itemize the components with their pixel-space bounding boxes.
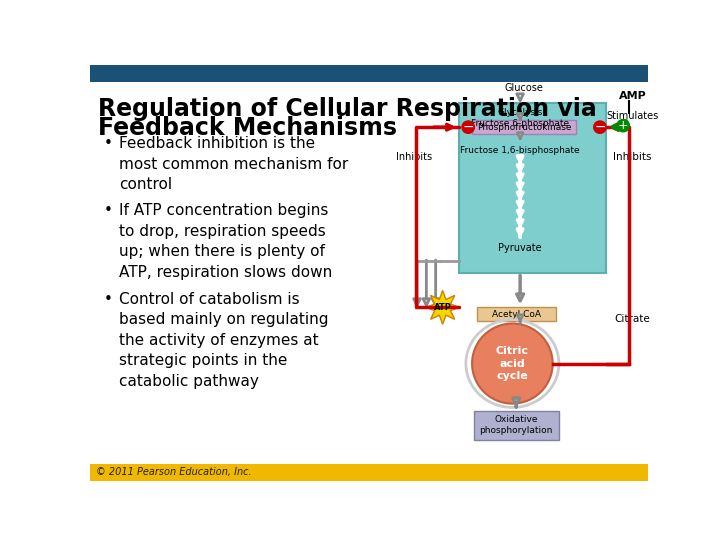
Circle shape [617, 119, 629, 132]
Text: Glycolysis
Fructose 6-phosphate: Glycolysis Fructose 6-phosphate [471, 108, 570, 129]
Bar [459, 103, 606, 273]
Text: •: • [104, 292, 113, 307]
Text: Inhibits: Inhibits [396, 152, 432, 162]
Text: Stimulates: Stimulates [606, 111, 659, 122]
Circle shape [472, 323, 553, 403]
FancyBboxPatch shape [474, 410, 559, 440]
Text: ATP: ATP [433, 303, 451, 312]
Text: Feedback Mechanisms: Feedback Mechanisms [98, 117, 397, 140]
Text: Inhibits: Inhibits [613, 152, 652, 162]
Circle shape [594, 121, 606, 133]
Text: Control of catabolism is
based mainly on regulating
the activity of enzymes at
s: Control of catabolism is based mainly on… [120, 292, 329, 389]
Bar [90, 464, 648, 481]
Text: Regulation of Cellular Respiration via: Regulation of Cellular Respiration via [98, 97, 596, 121]
Text: −: − [462, 120, 474, 134]
Text: Oxidative
phosphorylation: Oxidative phosphorylation [480, 415, 553, 435]
Text: Citrate: Citrate [615, 314, 650, 324]
Text: Pyruvate: Pyruvate [498, 244, 542, 253]
Text: If ATP concentration begins
to drop, respiration speeds
up; when there is plenty: If ATP concentration begins to drop, res… [120, 204, 333, 280]
Text: © 2011 Pearson Education, Inc.: © 2011 Pearson Education, Inc. [96, 467, 252, 477]
Text: −: − [594, 120, 606, 134]
Text: AMP: AMP [618, 91, 647, 100]
Circle shape [462, 121, 474, 133]
Text: •: • [104, 204, 113, 218]
Text: Fructose 1,6-bisphosphate: Fructose 1,6-bisphosphate [460, 146, 580, 154]
Text: Citric
acid
cycle: Citric acid cycle [496, 346, 529, 381]
FancyBboxPatch shape [477, 307, 556, 321]
Text: •: • [104, 137, 113, 151]
Text: Phosphofructokinase: Phosphofructokinase [477, 123, 571, 132]
FancyBboxPatch shape [472, 120, 576, 134]
Text: +: + [618, 119, 629, 132]
Text: Acetyl CoA: Acetyl CoA [492, 310, 541, 319]
Polygon shape [426, 291, 459, 325]
Text: Glucose: Glucose [505, 83, 544, 93]
Text: Feedback inhibition is the
most common mechanism for
control: Feedback inhibition is the most common m… [120, 137, 348, 192]
Bar [90, 65, 648, 82]
